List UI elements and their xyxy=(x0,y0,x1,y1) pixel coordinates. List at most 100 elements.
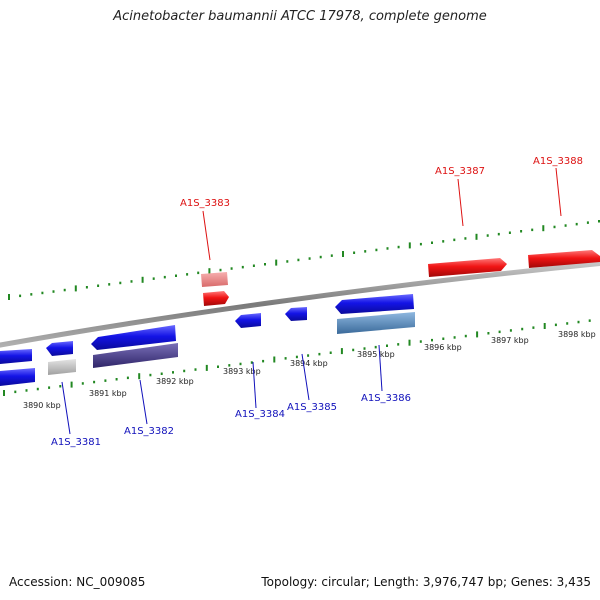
minor-tick xyxy=(262,359,265,363)
minor-tick xyxy=(352,348,355,352)
minor-tick xyxy=(598,220,600,223)
minor-tick xyxy=(566,322,569,325)
minor-tick xyxy=(85,286,88,289)
leader-a1s-3382 xyxy=(139,379,148,425)
label-leaders xyxy=(61,167,562,435)
minor-tick xyxy=(97,284,100,287)
major-tick xyxy=(476,331,479,338)
outer-tick-row xyxy=(8,220,600,300)
minor-tick xyxy=(464,237,467,240)
major-tick xyxy=(205,364,208,371)
scale-label: 3897 kbp xyxy=(491,336,529,345)
gene-arrow-a1s-3382-product[interactable] xyxy=(93,343,178,368)
minor-tick xyxy=(286,260,289,263)
minor-tick xyxy=(353,251,356,254)
minor-tick xyxy=(553,225,556,229)
minor-tick xyxy=(186,273,189,276)
minor-tick xyxy=(386,344,388,347)
gene-arrow-a1s-3385[interactable] xyxy=(285,307,307,321)
minor-tick xyxy=(498,330,501,334)
gene-arrow-a1s-3387[interactable] xyxy=(428,258,507,277)
minor-tick xyxy=(520,230,523,233)
gene-arrow-a1s-3381[interactable] xyxy=(46,341,73,356)
major-tick xyxy=(273,356,276,363)
gene-arrow-a1s-3386[interactable] xyxy=(335,294,414,314)
minor-tick xyxy=(115,378,118,381)
gene-labels: A1S_3383 A1S_3387 A1S_3388 A1S_3381 A1S_… xyxy=(51,156,583,448)
gene-label-a1s-3381[interactable]: A1S_3381 xyxy=(51,437,101,448)
minor-tick xyxy=(453,238,456,242)
leader-a1s-3386 xyxy=(378,344,383,392)
leader-a1s-3381 xyxy=(61,381,71,435)
major-tick xyxy=(141,276,144,283)
minor-tick xyxy=(375,248,378,252)
minor-tick xyxy=(183,369,186,373)
minor-tick xyxy=(152,277,155,280)
gene-arrow-a1s-3386-product[interactable] xyxy=(337,312,415,334)
minor-tick xyxy=(130,280,133,283)
major-tick xyxy=(138,373,141,380)
gene-label-a1s-3383[interactable]: A1S_3383 xyxy=(180,198,230,209)
minor-tick xyxy=(297,258,300,262)
minor-tick xyxy=(575,222,578,226)
gene-arrow-a1s-3384[interactable] xyxy=(235,313,261,328)
minor-tick xyxy=(318,352,321,356)
minor-tick xyxy=(509,329,512,332)
minor-tick xyxy=(30,293,33,296)
leader-a1s-3385 xyxy=(301,353,310,401)
gene-arrow-a1s-3381-pseudo[interactable] xyxy=(48,359,76,375)
minor-tick xyxy=(14,390,17,394)
minor-tick xyxy=(431,241,433,244)
gene-label-a1s-3385[interactable]: A1S_3385 xyxy=(287,402,337,413)
genome-backbone xyxy=(0,260,600,348)
gene-arrow-a1s-3382[interactable] xyxy=(91,325,176,350)
major-tick xyxy=(408,242,411,249)
minor-tick xyxy=(59,385,62,388)
major-tick xyxy=(8,294,10,300)
minor-tick xyxy=(419,340,422,343)
minor-tick xyxy=(564,224,567,227)
minor-tick xyxy=(250,361,253,364)
minor-tick xyxy=(486,234,489,237)
gene-label-a1s-3382[interactable]: A1S_3382 xyxy=(124,426,174,437)
major-tick xyxy=(543,323,546,329)
minor-tick xyxy=(119,281,122,285)
scale-label: 3898 kbp xyxy=(558,330,596,339)
minor-tick xyxy=(194,368,197,371)
gene-label-a1s-3387[interactable]: A1S_3387 xyxy=(435,166,485,177)
minor-tick xyxy=(228,364,231,367)
major-tick xyxy=(342,251,344,257)
scale-label: 3892 kbp xyxy=(156,377,194,386)
gene-arrow-a1s-3388[interactable] xyxy=(528,250,600,268)
minor-tick xyxy=(52,290,55,293)
gene-label-a1s-3386[interactable]: A1S_3386 xyxy=(361,393,411,404)
minor-tick xyxy=(586,221,589,224)
minor-tick xyxy=(36,387,39,391)
minor-tick xyxy=(364,250,367,253)
gene-label-a1s-3384[interactable]: A1S_3384 xyxy=(235,409,285,420)
minor-tick xyxy=(160,372,163,375)
minor-tick xyxy=(531,228,534,232)
reverse-strand-features xyxy=(0,294,415,386)
gene-arrow-a1s-3383[interactable] xyxy=(203,291,229,306)
gene-arrow-a1s-3383-pseudo[interactable] xyxy=(201,272,228,287)
major-tick xyxy=(208,268,211,275)
major-tick xyxy=(74,285,77,292)
minor-tick xyxy=(330,254,333,257)
minor-tick xyxy=(397,245,400,249)
gene-label-a1s-3388[interactable]: A1S_3388 xyxy=(533,156,583,167)
major-tick xyxy=(3,390,5,396)
minor-tick xyxy=(175,274,177,277)
gene-arrow-a1s-3381-lower[interactable] xyxy=(0,368,35,386)
major-tick xyxy=(408,339,411,346)
minor-tick xyxy=(48,386,51,389)
gene-arrow-a1s-3381-left[interactable] xyxy=(0,349,32,364)
minor-tick xyxy=(319,255,322,259)
inner-tick-row xyxy=(3,319,591,396)
minor-tick xyxy=(386,247,389,250)
minor-tick xyxy=(19,294,22,298)
minor-tick xyxy=(521,327,524,331)
minor-tick xyxy=(104,379,107,382)
major-tick xyxy=(340,348,343,355)
